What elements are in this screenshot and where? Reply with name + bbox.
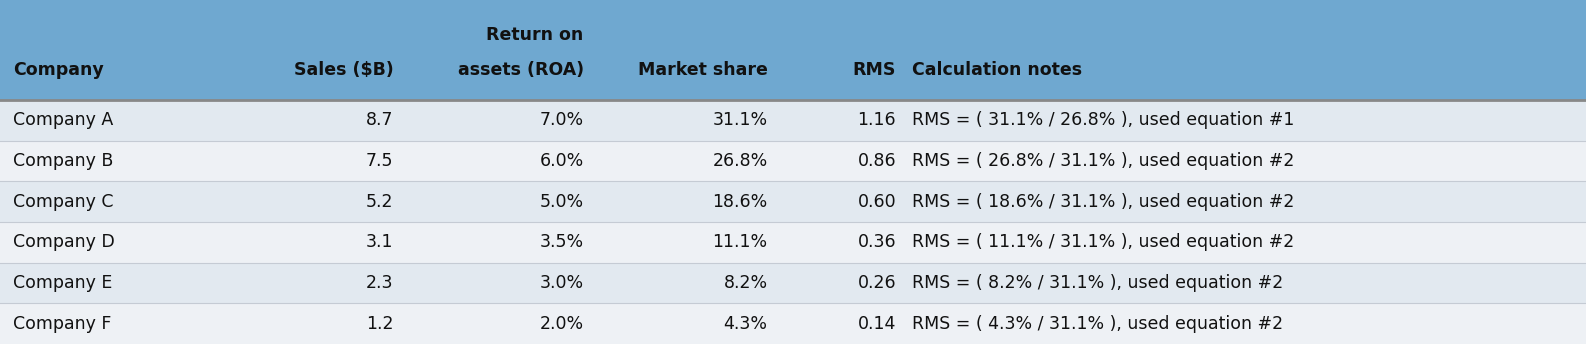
Text: assets (ROA): assets (ROA) [457, 61, 584, 79]
Text: RMS = ( 4.3% / 31.1% ), used equation #2: RMS = ( 4.3% / 31.1% ), used equation #2 [912, 315, 1283, 333]
Text: 5.0%: 5.0% [539, 193, 584, 211]
Text: 5.2: 5.2 [366, 193, 393, 211]
Text: RMS: RMS [853, 61, 896, 79]
Text: Sales ($B): Sales ($B) [293, 61, 393, 79]
Text: RMS = ( 11.1% / 31.1% ), used equation #2: RMS = ( 11.1% / 31.1% ), used equation #… [912, 233, 1294, 251]
Text: 26.8%: 26.8% [712, 152, 768, 170]
Bar [0, 181, 1586, 222]
Bar [0, 100, 1586, 141]
Text: 3.0%: 3.0% [539, 274, 584, 292]
Text: 18.6%: 18.6% [712, 193, 768, 211]
Text: Company F: Company F [13, 315, 111, 333]
Text: 4.3%: 4.3% [723, 315, 768, 333]
Bar [0, 141, 1586, 181]
Text: Calculation notes: Calculation notes [912, 61, 1082, 79]
Text: 0.14: 0.14 [858, 315, 896, 333]
Text: RMS = ( 8.2% / 31.1% ), used equation #2: RMS = ( 8.2% / 31.1% ), used equation #2 [912, 274, 1283, 292]
Text: Company: Company [13, 61, 103, 79]
Text: 1.16: 1.16 [858, 111, 896, 129]
Text: Return on: Return on [487, 26, 584, 44]
Text: 0.60: 0.60 [858, 193, 896, 211]
Text: 11.1%: 11.1% [712, 233, 768, 251]
Text: 8.2%: 8.2% [723, 274, 768, 292]
Text: Market share: Market share [638, 61, 768, 79]
Text: Company E: Company E [13, 274, 113, 292]
Text: RMS = ( 18.6% / 31.1% ), used equation #2: RMS = ( 18.6% / 31.1% ), used equation #… [912, 193, 1294, 211]
Text: 7.5: 7.5 [366, 152, 393, 170]
Text: 2.3: 2.3 [366, 274, 393, 292]
Text: RMS = ( 31.1% / 26.8% ), used equation #1: RMS = ( 31.1% / 26.8% ), used equation #… [912, 111, 1294, 129]
Bar [0, 303, 1586, 344]
Bar [0, 0, 1586, 100]
Bar [0, 263, 1586, 303]
Text: 0.36: 0.36 [858, 233, 896, 251]
Text: Company D: Company D [13, 233, 114, 251]
Text: Company B: Company B [13, 152, 113, 170]
Text: RMS = ( 26.8% / 31.1% ), used equation #2: RMS = ( 26.8% / 31.1% ), used equation #… [912, 152, 1294, 170]
Text: 0.26: 0.26 [858, 274, 896, 292]
Text: 6.0%: 6.0% [539, 152, 584, 170]
Text: Company A: Company A [13, 111, 113, 129]
Text: 3.5%: 3.5% [539, 233, 584, 251]
Text: 2.0%: 2.0% [539, 315, 584, 333]
Text: 7.0%: 7.0% [539, 111, 584, 129]
Text: Company C: Company C [13, 193, 113, 211]
Text: 8.7: 8.7 [366, 111, 393, 129]
Text: 3.1: 3.1 [366, 233, 393, 251]
Bar [0, 222, 1586, 263]
Text: 1.2: 1.2 [366, 315, 393, 333]
Text: 0.86: 0.86 [858, 152, 896, 170]
Text: 31.1%: 31.1% [712, 111, 768, 129]
